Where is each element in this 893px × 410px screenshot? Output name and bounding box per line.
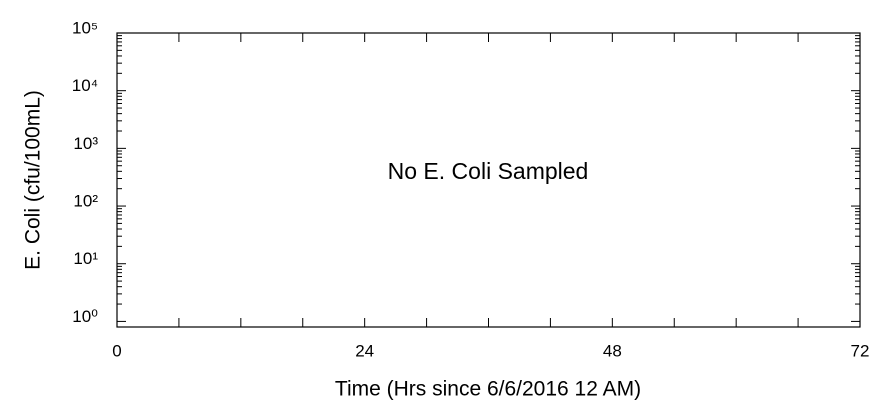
y-tick-label: 10² <box>73 192 98 211</box>
x-axis-label: Time (Hrs since 6/6/2016 12 AM) <box>335 378 641 401</box>
annotation: No E. Coli Sampled <box>388 158 589 184</box>
y-tick-label: 10⁰ <box>72 307 98 326</box>
y-axis-label: E. Coli (cfu/100mL) <box>22 90 45 270</box>
y-tick-label: 10⁴ <box>72 76 98 95</box>
x-tick-label: 48 <box>603 341 622 360</box>
x-tick-label: 72 <box>851 341 870 360</box>
x-tick-label: 24 <box>355 341 374 360</box>
y-tick-label: 10³ <box>73 134 98 153</box>
y-tick-label: 10⁵ <box>72 18 98 37</box>
x-tick-label: 0 <box>112 341 121 360</box>
y-tick-label: 10¹ <box>73 249 98 268</box>
